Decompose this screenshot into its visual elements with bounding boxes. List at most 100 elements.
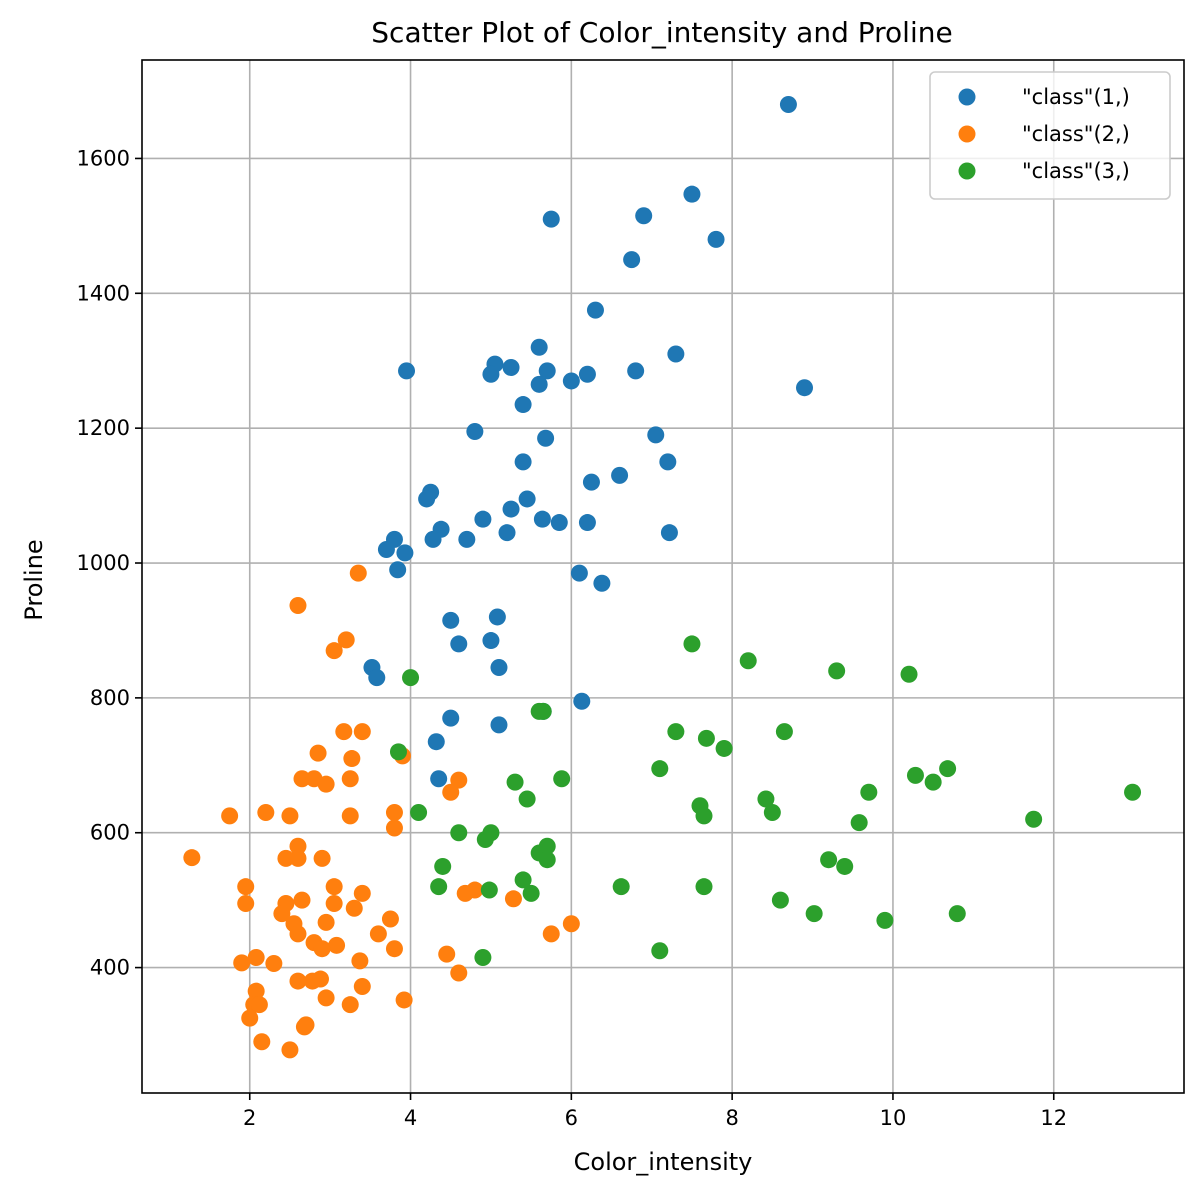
data-point <box>317 775 335 793</box>
data-point <box>522 884 540 902</box>
data-point <box>289 972 307 990</box>
data-point <box>430 770 448 788</box>
legend-label: "class"(2,) <box>1022 122 1130 146</box>
data-point <box>309 744 327 762</box>
data-point <box>553 770 571 788</box>
data-point <box>293 770 311 788</box>
data-point <box>739 652 757 670</box>
data-point <box>317 989 335 1007</box>
data-point <box>237 895 255 913</box>
data-point <box>349 564 367 582</box>
data-point <box>345 899 363 917</box>
data-point <box>247 948 265 966</box>
data-point <box>450 964 468 982</box>
data-point <box>667 345 685 363</box>
data-point <box>253 1033 271 1051</box>
y-tick-label: 400 <box>90 956 130 980</box>
data-point <box>514 453 532 471</box>
data-point <box>542 210 560 228</box>
data-point <box>697 729 715 747</box>
data-point <box>550 514 568 532</box>
data-points <box>183 96 1142 1059</box>
data-point <box>328 936 346 954</box>
data-point <box>295 1018 313 1036</box>
y-axis-label: Proline <box>20 539 48 620</box>
data-point <box>504 890 522 908</box>
y-tick-label: 800 <box>90 686 130 710</box>
data-point <box>353 977 371 995</box>
data-point <box>573 692 591 710</box>
data-point <box>623 251 641 269</box>
data-point <box>277 849 295 867</box>
data-point <box>1124 783 1142 801</box>
data-point <box>418 490 436 508</box>
data-point <box>683 185 701 203</box>
data-point <box>647 426 665 444</box>
y-tick-label: 1200 <box>77 416 130 440</box>
x-tick-label: 8 <box>725 1106 738 1130</box>
data-point <box>385 819 403 837</box>
data-point <box>562 372 580 390</box>
data-point <box>593 574 611 592</box>
y-tick-label: 1000 <box>77 551 130 575</box>
data-point <box>368 669 386 687</box>
data-point <box>876 911 894 929</box>
data-point <box>514 871 532 889</box>
data-point <box>534 702 552 720</box>
x-axis-label: Color_intensity <box>574 1148 753 1176</box>
data-point <box>427 733 445 751</box>
data-point <box>476 830 494 848</box>
data-point <box>325 642 343 660</box>
data-point <box>586 301 604 319</box>
data-point <box>502 358 520 376</box>
data-point <box>377 541 395 559</box>
series-3 <box>389 635 1142 966</box>
data-point <box>578 365 596 383</box>
data-point <box>353 884 371 902</box>
data-point <box>482 365 500 383</box>
legend-marker <box>958 125 976 143</box>
data-point <box>313 849 331 867</box>
data-point <box>335 723 353 741</box>
data-point <box>396 544 414 562</box>
data-point <box>325 895 343 913</box>
data-point <box>611 466 629 484</box>
data-point <box>183 849 201 867</box>
data-point <box>906 766 924 784</box>
data-point <box>369 925 387 943</box>
legend-marker <box>958 88 976 106</box>
data-point <box>518 490 536 508</box>
data-point <box>695 878 713 896</box>
data-point <box>796 379 814 397</box>
data-point <box>482 632 500 650</box>
data-point <box>450 824 468 842</box>
y-tick-label: 1400 <box>77 281 130 305</box>
data-point <box>311 970 329 988</box>
data-point <box>490 659 508 677</box>
data-point <box>900 665 918 683</box>
data-point <box>948 905 966 923</box>
data-point <box>578 514 596 532</box>
data-point <box>502 500 520 518</box>
data-point <box>247 982 265 1000</box>
y-axis-ticks: 400 600 800 1000 1200 1400 1600 <box>77 146 142 980</box>
data-point <box>562 915 580 933</box>
data-point <box>398 362 416 380</box>
data-point <box>651 760 669 778</box>
data-point <box>533 510 551 528</box>
data-point <box>537 429 555 447</box>
data-point <box>474 948 492 966</box>
data-point <box>381 910 399 928</box>
data-point <box>273 905 291 923</box>
data-point <box>351 952 369 970</box>
data-point <box>582 473 600 491</box>
data-point <box>389 561 407 579</box>
x-tick-label: 4 <box>404 1106 417 1130</box>
x-tick-label: 2 <box>243 1106 256 1130</box>
data-point <box>313 940 331 958</box>
legend-label: "class"(1,) <box>1022 85 1130 109</box>
data-point <box>325 878 343 896</box>
data-point <box>389 743 407 761</box>
data-point <box>241 1009 259 1027</box>
